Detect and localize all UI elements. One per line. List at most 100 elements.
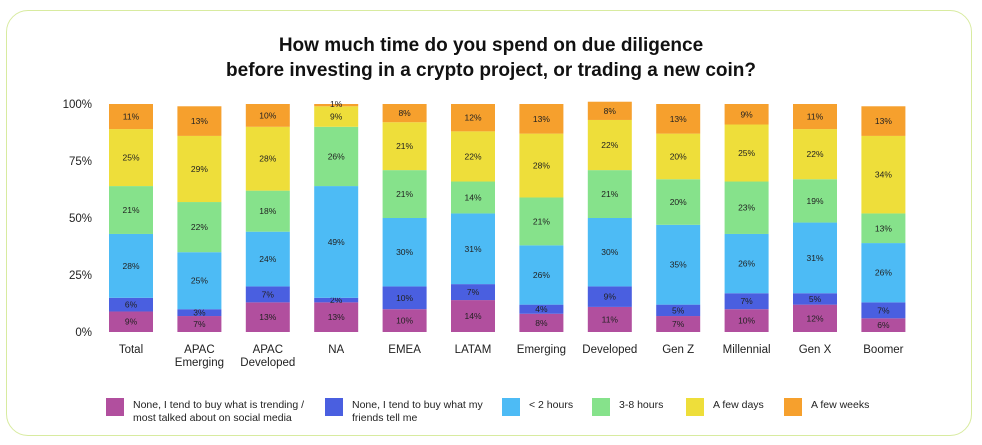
- bar-segment: [451, 104, 495, 132]
- bar-value-label: 8%: [535, 318, 548, 328]
- legend-label: < 2 hours: [529, 398, 573, 412]
- bar-value-label: 22%: [191, 222, 208, 232]
- bar-segment: [519, 245, 564, 305]
- bar-value-label: 8%: [398, 108, 411, 118]
- bar-segment: [109, 297, 153, 312]
- bar-value-label: 30%: [396, 247, 413, 257]
- bar-value-label: 13%: [670, 114, 687, 124]
- chart-title-line-2: before investing in a crypto project, or…: [226, 60, 756, 81]
- legend-item: None, I tend to buy what is trending / mo…: [106, 398, 304, 425]
- bar-value-label: 20%: [670, 151, 687, 161]
- legend-item: None, I tend to buy what my friends tell …: [325, 398, 483, 425]
- bar-segment: [382, 218, 427, 287]
- bar-segment: [245, 190, 290, 232]
- legend-label-line: A few days: [713, 399, 764, 411]
- bar-segment: [245, 302, 290, 332]
- bar-segment: [793, 222, 837, 294]
- bar-value-label: 22%: [601, 140, 618, 150]
- bar-segment: [177, 202, 222, 253]
- bar-segment: [587, 286, 632, 307]
- bar-segment: [177, 106, 222, 136]
- bar-segment: [109, 186, 153, 234]
- bar-segment: [519, 197, 564, 246]
- bar-value-label: 5%: [809, 294, 822, 304]
- bar-segment: [587, 101, 632, 120]
- bar-segment: [587, 306, 632, 332]
- bar-segment: [587, 119, 632, 171]
- legend-label-line: < 2 hours: [529, 399, 574, 411]
- legend-swatch: [106, 398, 124, 416]
- x-category-label: Developed: [582, 344, 637, 356]
- bar-value-label: 34%: [875, 170, 892, 180]
- bar-segment: [793, 304, 837, 332]
- bar-segment: [109, 129, 153, 187]
- bar-segment: [109, 233, 153, 298]
- legend-label: A few weeks: [811, 398, 869, 412]
- x-category-label: Millennial: [723, 344, 771, 356]
- bar-segment: [109, 311, 153, 332]
- bar-value-label: 9%: [330, 112, 343, 122]
- bar-segment: [724, 309, 769, 332]
- bar-segment: [451, 131, 495, 182]
- bar-value-label: 3%: [193, 308, 206, 318]
- bar-value-label: 7%: [262, 289, 275, 299]
- legend-item: 3-8 hours: [592, 398, 663, 416]
- x-category-label: LATAM: [455, 344, 492, 356]
- legend-swatch: [592, 398, 610, 416]
- bar-value-label: 19%: [806, 196, 823, 206]
- bar-value-label: 12%: [806, 313, 823, 323]
- y-tick-label: 100%: [63, 99, 92, 111]
- bar-segment: [519, 304, 564, 314]
- x-category-label: Gen X: [799, 344, 832, 356]
- bar-segment: [451, 213, 495, 285]
- bar-segment: [656, 224, 701, 305]
- bar-value-label: 28%: [533, 161, 550, 171]
- x-category-label: Developed: [240, 357, 295, 369]
- bar-segment: [314, 186, 359, 298]
- bar-segment: [177, 135, 222, 203]
- bar-segment: [382, 170, 427, 218]
- legend-swatch: [686, 398, 704, 416]
- bar-value-label: 6%: [877, 320, 890, 330]
- bar-segment: [177, 316, 222, 332]
- bar-value-label: 31%: [464, 244, 481, 254]
- bar-value-label: 2%: [330, 295, 343, 305]
- bar-segment: [724, 124, 769, 182]
- bar-value-label: 1%: [330, 99, 343, 109]
- bar-segment: [861, 302, 906, 319]
- bar-value-label: 7%: [672, 319, 685, 329]
- bar-segment: [861, 213, 906, 244]
- bar-value-label: 28%: [122, 261, 139, 271]
- bar-segment: [314, 106, 359, 127]
- bar-value-label: 21%: [396, 141, 413, 151]
- bar-segment: [861, 318, 906, 332]
- bar-segment: [382, 104, 427, 123]
- bar-segment: [519, 104, 564, 134]
- x-category-label: NA: [328, 344, 344, 356]
- bar-value-label: 12%: [464, 113, 481, 123]
- bar-value-label: 11%: [807, 112, 824, 122]
- bar-value-label: 22%: [806, 149, 823, 159]
- bar-segment: [382, 122, 427, 171]
- x-category-label: Boomer: [863, 344, 903, 356]
- x-category-label: Total: [119, 344, 143, 356]
- bar-value-label: 10%: [396, 316, 413, 326]
- bar-value-label: 31%: [806, 253, 823, 263]
- bar-value-label: 9%: [740, 109, 753, 119]
- bar-value-label: 11%: [123, 112, 140, 122]
- bar-segment: [314, 297, 359, 303]
- bar-segment: [245, 286, 290, 303]
- bar-segment: [451, 284, 495, 301]
- bar-value-label: 49%: [328, 237, 345, 247]
- bar-value-label: 26%: [533, 270, 550, 280]
- legend-swatch: [502, 398, 520, 416]
- bar-segment: [314, 302, 359, 332]
- bar-segment: [587, 218, 632, 287]
- bar-value-label: 14%: [464, 192, 481, 202]
- bar-segment: [587, 170, 632, 218]
- bar-segment: [314, 104, 359, 107]
- y-tick-label: 50%: [69, 213, 92, 225]
- bar-value-label: 4%: [535, 304, 548, 314]
- chart-title-line-1: How much time do you spend on due dilige…: [278, 35, 704, 56]
